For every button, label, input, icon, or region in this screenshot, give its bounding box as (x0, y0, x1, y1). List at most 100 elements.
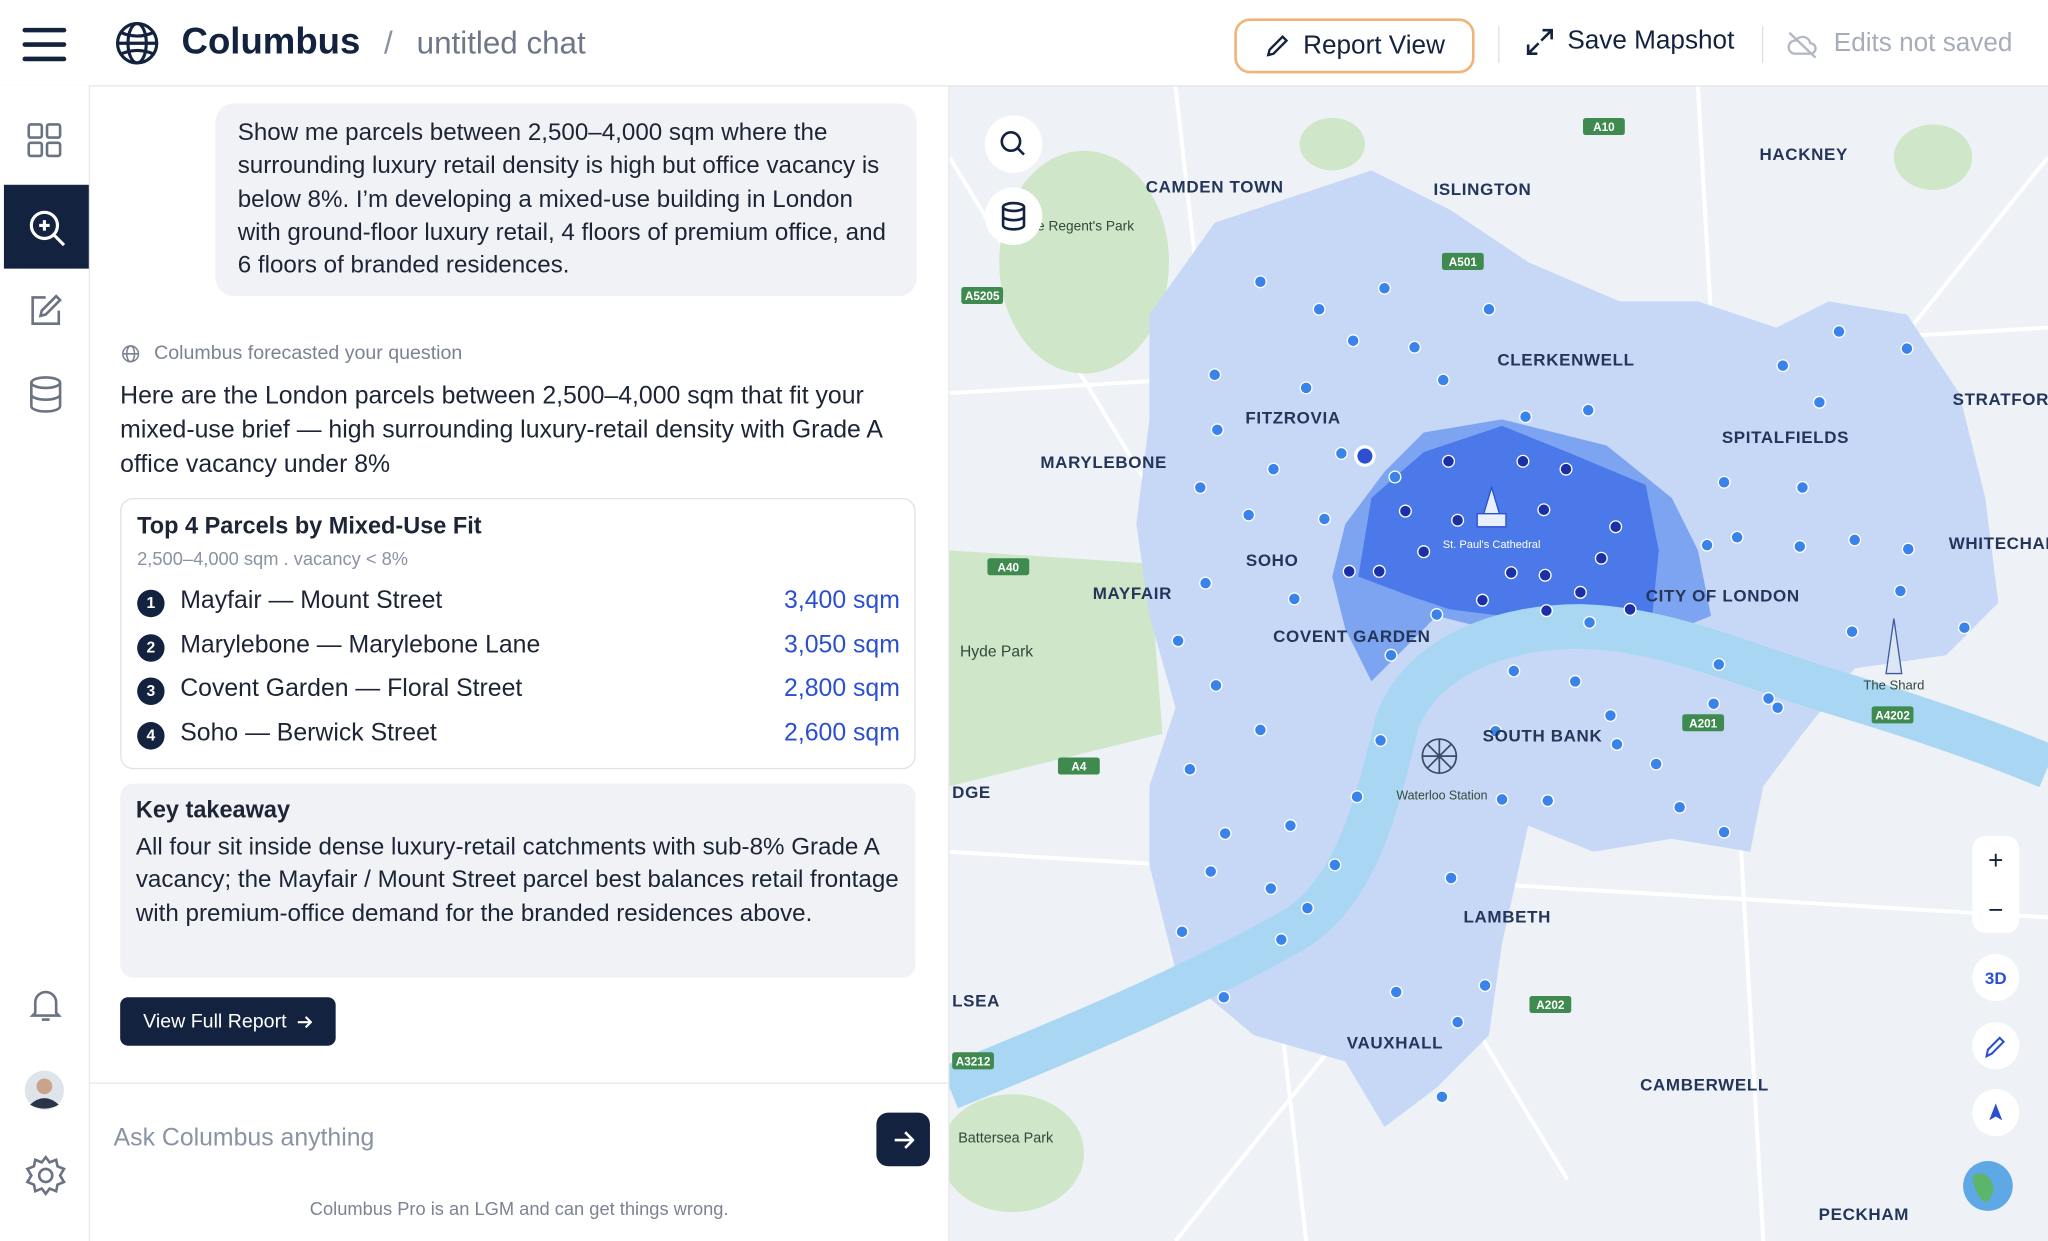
site-dot (1845, 625, 1859, 639)
3d-button[interactable] (1972, 954, 2020, 1002)
zoom-out[interactable]: − (1988, 895, 2003, 925)
site-dot (1475, 593, 1489, 607)
site-dot (1193, 480, 1207, 495)
river (949, 604, 2048, 1109)
site-dot (1417, 545, 1431, 559)
site-dot (1901, 542, 1915, 556)
site-dot (1812, 395, 1826, 409)
site-dot (1274, 933, 1288, 947)
site-dot (1183, 762, 1197, 776)
site-dot (1573, 585, 1587, 599)
site-dot (1581, 403, 1595, 417)
draw-icon (1985, 1036, 2006, 1059)
site-dot (1673, 800, 1687, 814)
settings-icon[interactable] (25, 1154, 67, 1197)
site-dot (1287, 592, 1301, 606)
site-dot (1537, 503, 1551, 517)
road-label: A4 (1071, 761, 1086, 774)
site-dot (1717, 825, 1731, 839)
site-dot (1350, 790, 1364, 804)
map-label: STRATFORD (1953, 390, 2048, 409)
active-nav[interactable] (3, 184, 89, 269)
map[interactable]: A10 A501 A5205 A40 A4 A201 A4202 A202 A3212 CAMD… (949, 86, 2048, 1241)
road-shield (1871, 706, 1914, 724)
rank-badge: 3 (137, 678, 165, 706)
map-search-button[interactable] (984, 115, 1043, 173)
save-mapshot-button[interactable]: Save Mapshot (1526, 26, 1734, 56)
site-dot (1436, 373, 1450, 387)
parcel-name: Soho — Berwick Street (180, 719, 437, 748)
road-label: A4202 (1875, 709, 1910, 722)
map-label: MAYFAIR (1093, 584, 1172, 603)
user-message: Show me parcels between 2,500–4,000 sqm … (215, 103, 917, 297)
draw-button[interactable] (1972, 1022, 2020, 1070)
parcel-row: 1 Mayfair — Mount Street 3,400 sqm (137, 586, 900, 623)
road-label: A5205 (965, 290, 1000, 303)
road-label: A3212 (956, 1055, 991, 1068)
site-dot (1594, 551, 1608, 565)
menu-icon[interactable] (21, 26, 68, 63)
site-dot (1623, 602, 1637, 616)
send-button[interactable] (876, 1112, 930, 1167)
site-dot (1700, 538, 1714, 552)
chat-input[interactable]: Ask Columbus anything (113, 1124, 375, 1152)
map-label: Waterloo Station (1396, 788, 1487, 802)
site-dot (1300, 901, 1314, 915)
map-label: DGE (952, 783, 991, 802)
sidebar (0, 85, 91, 1241)
site-dot (1559, 462, 1573, 476)
parcel-row: 4 Soho — Berwick Street 2,600 sqm (137, 718, 900, 755)
site-dot (1776, 359, 1790, 373)
logo-icon (115, 22, 159, 65)
site-dot (1444, 871, 1458, 885)
site-dot (1519, 410, 1533, 424)
road-shield (987, 558, 1030, 576)
site-dot (1334, 446, 1348, 460)
map-label: FITZROVIA (1245, 408, 1340, 427)
arrow-icon (298, 1015, 313, 1028)
road-shield (1529, 995, 1572, 1013)
avatar[interactable] (24, 1069, 66, 1111)
map-tools: + − 3D (984, 115, 2020, 1211)
view-report-button[interactable]: View Full Report (120, 997, 336, 1046)
bell-icon[interactable] (29, 987, 63, 1024)
site-dot (1451, 513, 1465, 527)
save-status: Edits not saved (1787, 29, 2012, 59)
map-label: Battersea Park (958, 1131, 1054, 1147)
site-dot (1516, 454, 1530, 468)
edit-icon[interactable] (27, 292, 64, 329)
road-shield (1057, 757, 1100, 775)
site-dot (1603, 708, 1617, 723)
site-dot (1388, 470, 1402, 484)
grid-icon[interactable] (26, 122, 63, 159)
input-divider (90, 1082, 949, 1084)
site-dot (1900, 342, 1914, 356)
site-dot (1538, 568, 1552, 582)
map-layers-button[interactable] (984, 187, 1043, 246)
forecast-note: Columbus forecasted your question (154, 342, 463, 365)
road-shield (952, 1052, 994, 1070)
site-dot (1568, 674, 1582, 688)
site-dot (1832, 324, 1846, 339)
chat-title[interactable]: untitled chat (416, 26, 586, 62)
road-label: A201 (1689, 717, 1718, 730)
wheel-icon (1421, 738, 1458, 775)
site-dot (1795, 480, 1809, 495)
road-label: A202 (1536, 999, 1565, 1012)
site-dot (1208, 368, 1222, 382)
site-dot (1217, 990, 1231, 1004)
parcel-area: 3,050 sqm (784, 631, 900, 659)
site-dot (1430, 608, 1444, 622)
database-icon[interactable] (27, 375, 64, 414)
site-dot (1507, 664, 1521, 678)
shard-icon (1885, 618, 1903, 675)
site-dot (1264, 881, 1278, 896)
report-view-button[interactable]: Report View (1234, 18, 1475, 74)
map-label: ISLINGTON (1433, 180, 1531, 199)
zoom-in[interactable]: + (1988, 845, 2003, 875)
parcel-name: Marylebone — Marylebone Lane (180, 631, 541, 659)
site-dot (1377, 281, 1392, 295)
